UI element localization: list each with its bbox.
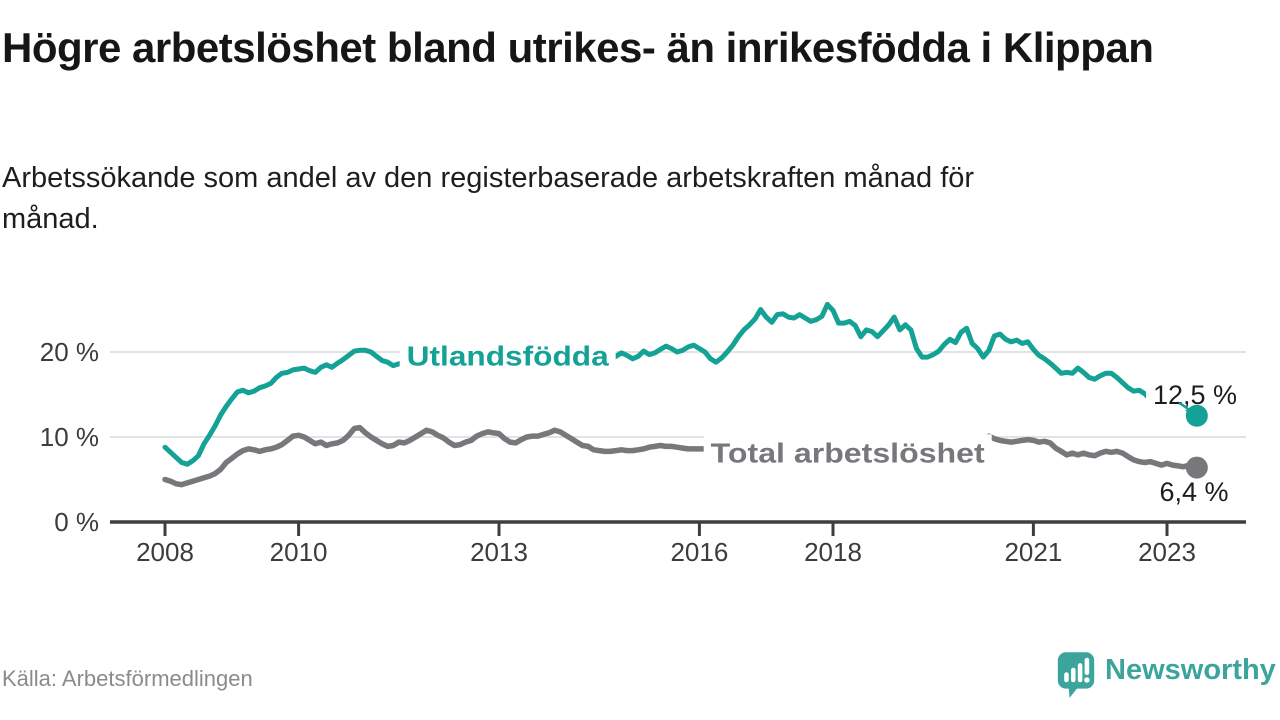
x-tick-label: 2021 [1004,537,1062,567]
newsworthy-bubble-chart-icon [1056,650,1096,705]
series-inline-label-total: Total arbetslöshet [711,437,985,468]
newsworthy-wordmark: Newsworthy [1105,654,1276,686]
series-label-mask [703,434,992,471]
chart-subtitle: Arbetssökande som andel av den registerb… [2,162,975,235]
x-tick-label: 2013 [470,537,528,567]
series-end-value-total: 6,4 % [1159,477,1228,507]
series-line-total [162,424,1198,488]
y-tick-label: 10 % [40,422,99,452]
series-label-mask [399,337,616,374]
source-note: Källa: Arbetsförmedlingen [2,666,253,691]
x-tick-label: 2023 [1138,537,1196,567]
y-tick-label: 0 % [54,507,99,537]
y-tick-label: 20 % [40,337,99,367]
x-tick-label: 2016 [670,537,728,567]
series-line-utlandsfodda [162,301,1198,467]
series-end-dot-utlandsfodda [1185,404,1208,427]
newsworthy-logo: Newsworthy [1056,650,1276,700]
x-tick-label: 2010 [270,537,328,567]
x-tick-label: 2018 [804,537,862,567]
x-tick-label: 2008 [136,537,194,567]
series-end-dot-total [1185,456,1208,479]
end-label-mask [1146,379,1242,410]
series-inline-label-utlandsfodda: Utlandsfödda [407,340,609,371]
chart-title: Högre arbetslöshet bland utrikes- än inr… [2,24,1154,71]
